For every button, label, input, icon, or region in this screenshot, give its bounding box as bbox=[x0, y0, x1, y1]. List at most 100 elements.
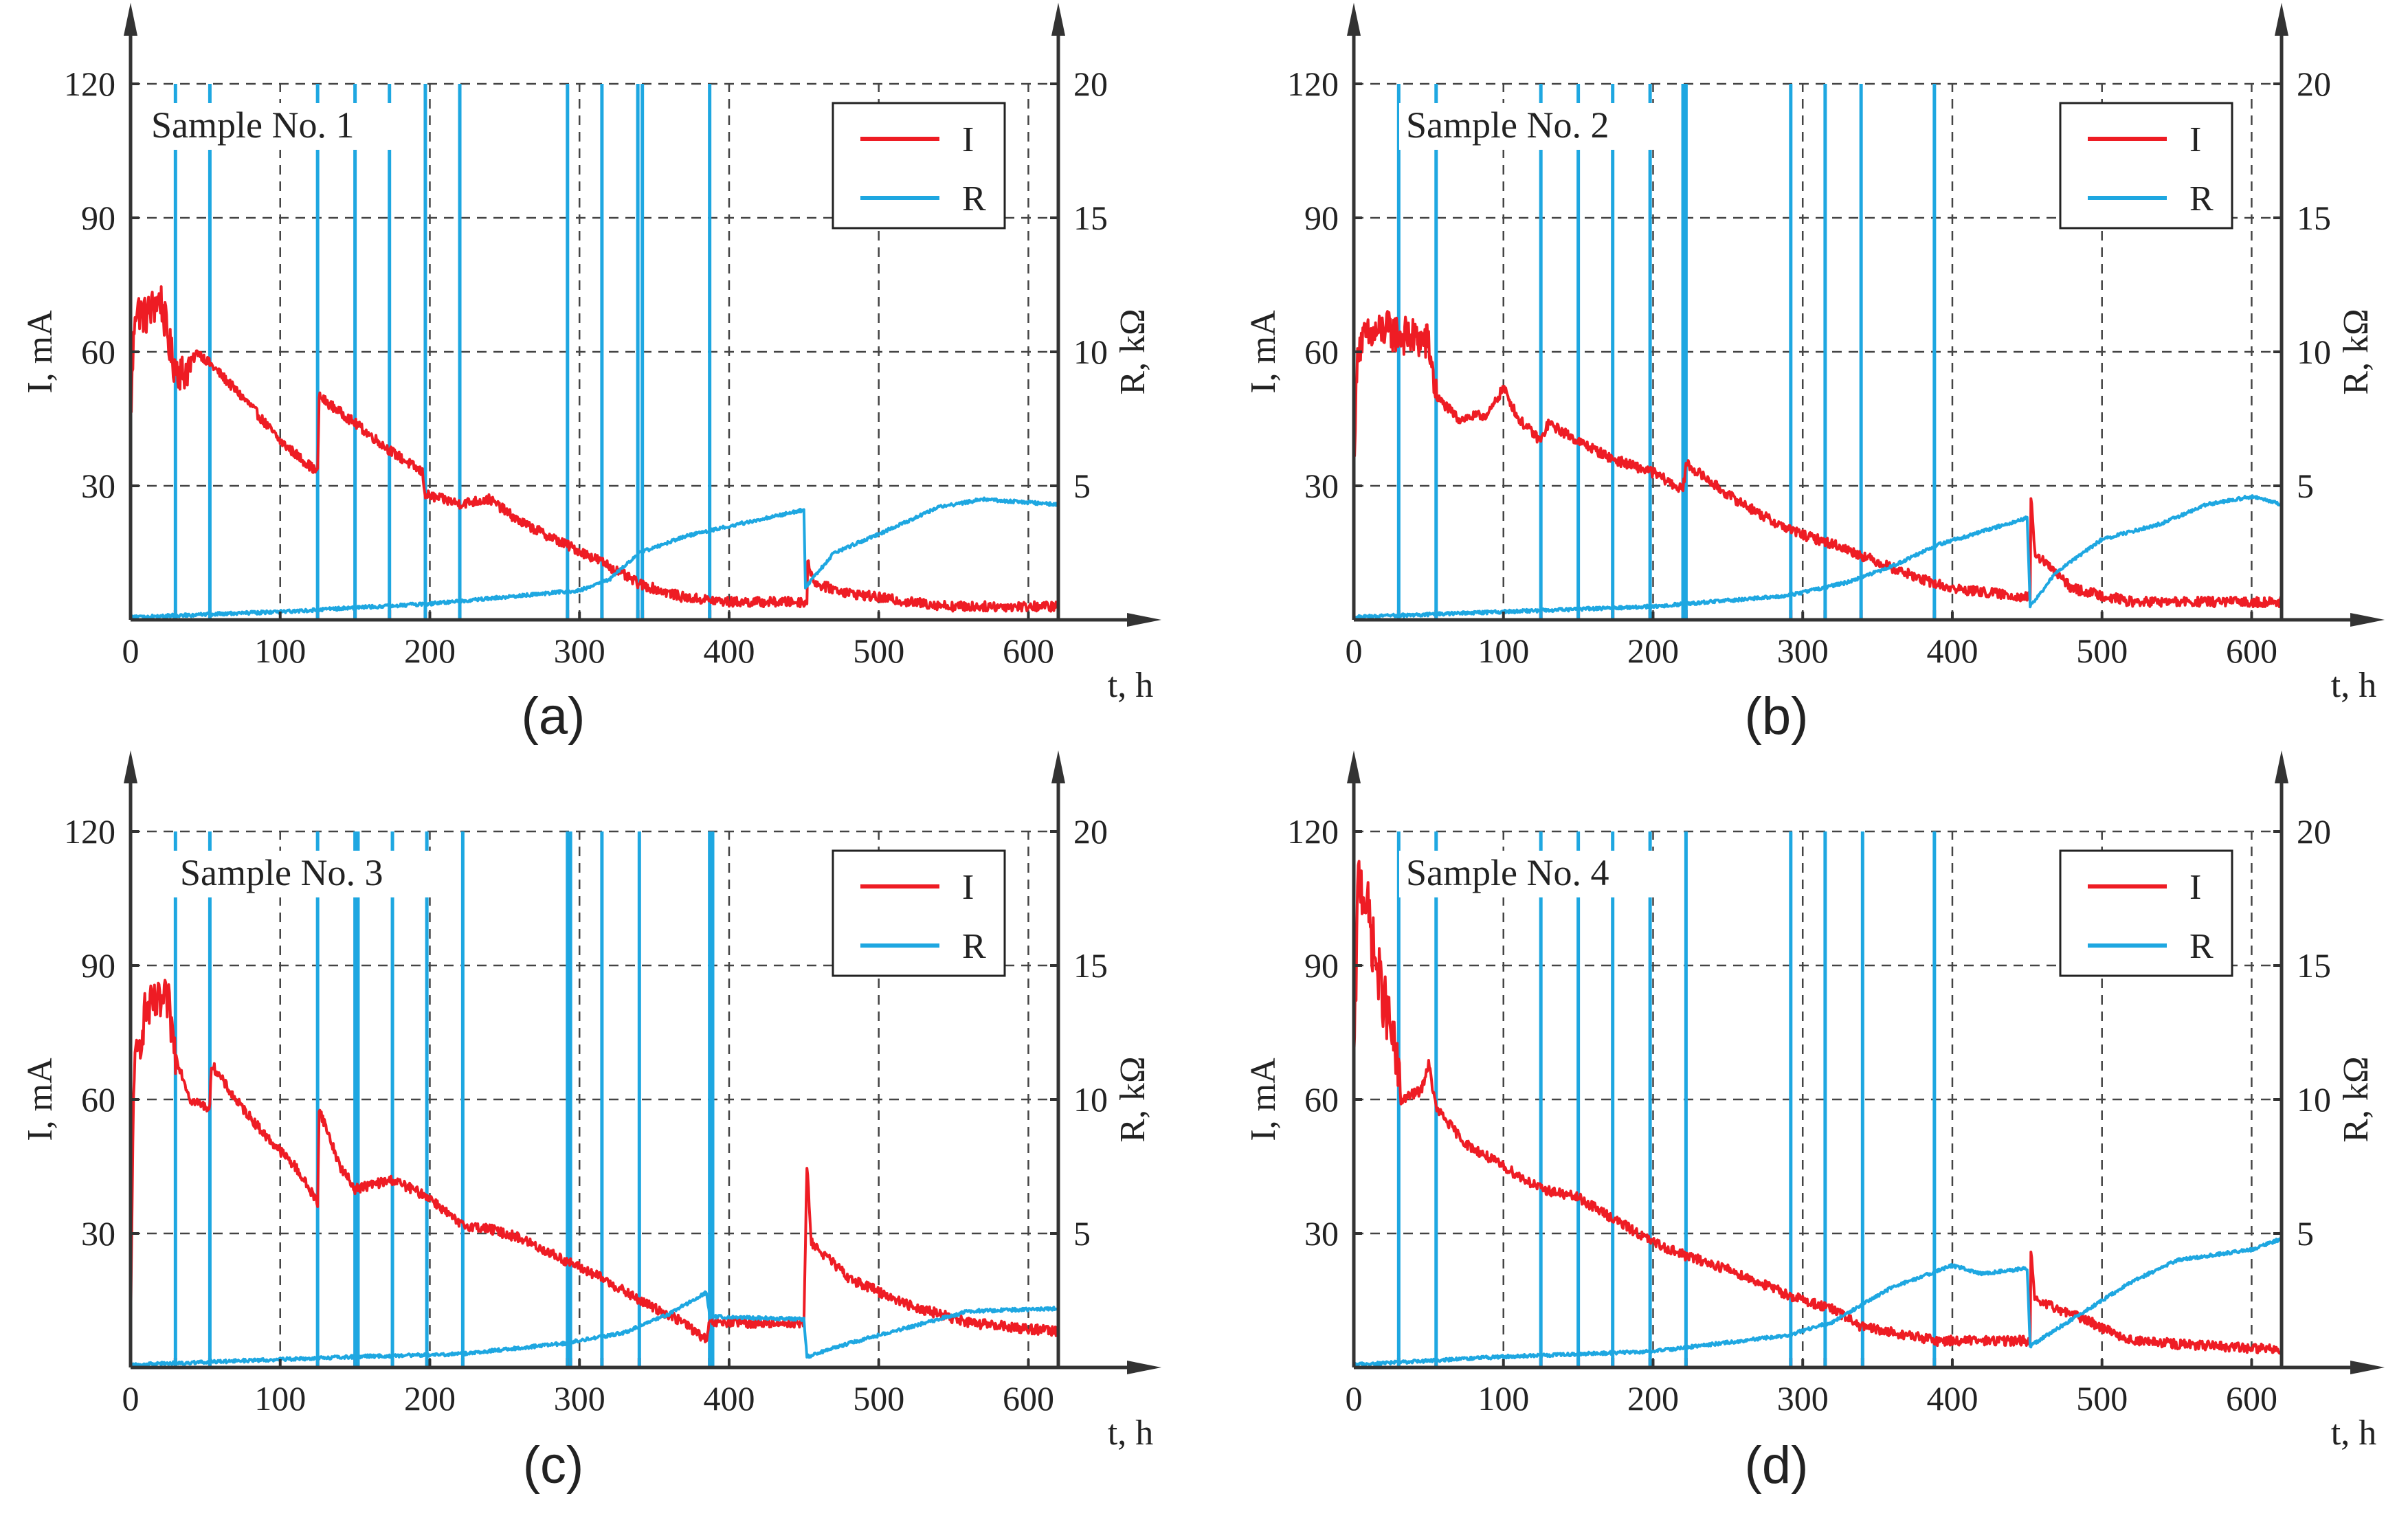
x-axis-label: t, h bbox=[1108, 666, 1153, 705]
x-tick-label: 100 bbox=[1478, 632, 1529, 670]
x-axis-arrow bbox=[1127, 1361, 1161, 1374]
sample-title: Sample No. 3 bbox=[180, 852, 383, 893]
y-right-tick-label: 5 bbox=[1073, 1214, 1091, 1253]
legend-label-current: I bbox=[2189, 120, 2201, 159]
x-tick-label: 400 bbox=[1926, 1379, 1978, 1418]
legend: IR bbox=[832, 102, 1006, 230]
series-resistance-line bbox=[1353, 1236, 2283, 1367]
y-left-tick-label: 120 bbox=[64, 812, 115, 851]
sample-title-box bbox=[1399, 103, 1660, 150]
x-tick-label: 200 bbox=[404, 1379, 456, 1418]
x-tick-label: 100 bbox=[1478, 1379, 1529, 1418]
y-left-axis-label: I, mA bbox=[1244, 1058, 1283, 1141]
y-right-tick-label: 15 bbox=[2297, 199, 2331, 237]
panel-label: (a) bbox=[522, 687, 586, 746]
x-tick-label: 400 bbox=[703, 632, 755, 670]
y-right-axis-label: R, kΩ bbox=[2337, 1056, 2376, 1142]
y-right-axis-label: R, kΩ bbox=[1113, 1056, 1152, 1142]
legend-label-resistance: R bbox=[962, 179, 986, 219]
x-tick-label: 500 bbox=[853, 632, 904, 670]
x-axis-label: t, h bbox=[2331, 1413, 2376, 1453]
y-left-axis-label: I, mA bbox=[21, 1058, 60, 1141]
legend-box bbox=[2059, 849, 2233, 977]
legend: IR bbox=[832, 849, 1006, 977]
y-left-tick-label: 90 bbox=[1304, 946, 1339, 985]
legend-label-resistance: R bbox=[962, 927, 986, 966]
legend-box bbox=[832, 102, 1006, 230]
y-left-tick-label: 120 bbox=[1287, 65, 1339, 103]
y-left-tick-label: 30 bbox=[1304, 1214, 1339, 1253]
y-right-tick-label: 5 bbox=[2297, 467, 2314, 505]
y-right-axis-label: R, kΩ bbox=[1113, 309, 1152, 394]
x-tick-label: 0 bbox=[122, 632, 140, 670]
y-axis-arrow bbox=[1347, 750, 1361, 783]
x-tick-label: 500 bbox=[2076, 1379, 2128, 1418]
legend: IR bbox=[2059, 102, 2233, 230]
y-left-tick-label: 120 bbox=[64, 65, 115, 103]
sample-title: Sample No. 4 bbox=[1406, 852, 1609, 893]
x-tick-label: 600 bbox=[1003, 632, 1054, 670]
y-right-tick-label: 10 bbox=[1073, 333, 1108, 371]
x-tick-label: 300 bbox=[1777, 632, 1829, 670]
y-left-axis-label: I, mA bbox=[1244, 310, 1283, 394]
y-left-tick-label: 90 bbox=[1304, 199, 1339, 237]
x-tick-label: 200 bbox=[1627, 1379, 1679, 1418]
x-tick-label: 300 bbox=[1777, 1379, 1829, 1418]
chart-panel: 010020030040050060030609012051015200I, m… bbox=[1244, 750, 2385, 1495]
y-axis-arrow bbox=[1051, 3, 1065, 36]
y-left-tick-label: 60 bbox=[81, 333, 115, 371]
y-left-tick-label: 90 bbox=[81, 199, 115, 237]
x-tick-label: 200 bbox=[1627, 632, 1679, 670]
panels: 010020030040050060030609012051015200I, m… bbox=[21, 3, 2385, 1495]
x-tick-label: 600 bbox=[1003, 1379, 1054, 1418]
series-current-line bbox=[1352, 310, 2283, 609]
y-right-tick-label: 10 bbox=[1073, 1080, 1108, 1119]
y-axis-arrow bbox=[2275, 3, 2288, 36]
y-axis-arrow bbox=[2275, 750, 2288, 783]
x-axis-arrow bbox=[1127, 613, 1161, 627]
panel-label: (c) bbox=[523, 1436, 584, 1495]
series-resistance-line bbox=[129, 1290, 1060, 1368]
y-right-tick-label: 15 bbox=[1073, 199, 1108, 237]
x-tick-label: 200 bbox=[404, 632, 456, 670]
x-tick-label: 400 bbox=[1926, 632, 1978, 670]
x-axis-label: t, h bbox=[1108, 1413, 1153, 1453]
series-resistance-line bbox=[129, 496, 1060, 621]
legend-label-resistance: R bbox=[2189, 927, 2214, 966]
x-tick-label: 100 bbox=[254, 632, 306, 670]
legend: IR bbox=[2059, 849, 2233, 977]
y-right-tick-label: 5 bbox=[1073, 467, 1091, 505]
series-current-line bbox=[1352, 860, 2283, 1356]
x-tick-label: 100 bbox=[254, 1379, 306, 1418]
legend-label-current: I bbox=[962, 120, 974, 159]
sample-title-box bbox=[144, 103, 405, 150]
y-right-tick-label: 10 bbox=[2297, 333, 2331, 371]
series-current-line bbox=[129, 979, 1060, 1343]
legend-label-current: I bbox=[962, 868, 974, 907]
legend-box bbox=[832, 849, 1006, 977]
x-tick-label: 500 bbox=[853, 1379, 904, 1418]
y-axis-arrow bbox=[124, 3, 137, 36]
y-axis-arrow bbox=[1347, 3, 1361, 36]
y-right-tick-label: 15 bbox=[1073, 946, 1108, 985]
x-axis-arrow bbox=[2350, 1361, 2385, 1374]
series-current-line bbox=[129, 285, 1059, 613]
legend-box bbox=[2059, 102, 2233, 230]
y-axis-arrow bbox=[1051, 750, 1065, 783]
x-tick-label: 600 bbox=[2226, 1379, 2277, 1418]
chart-panel: 010020030040050060030609012051015200I, m… bbox=[21, 3, 1161, 746]
y-right-tick-label: 5 bbox=[2297, 1214, 2314, 1253]
y-left-tick-label: 60 bbox=[1304, 1080, 1339, 1119]
x-tick-label: 0 bbox=[1346, 1379, 1363, 1418]
chart-panel: 010020030040050060030609012051015200I, m… bbox=[21, 750, 1161, 1495]
series-resistance-line bbox=[1352, 494, 2282, 620]
y-left-tick-label: 60 bbox=[81, 1080, 115, 1119]
sample-title: Sample No. 1 bbox=[151, 104, 354, 146]
x-tick-label: 0 bbox=[1346, 632, 1363, 670]
y-left-axis-label: I, mA bbox=[21, 310, 60, 394]
x-tick-label: 400 bbox=[703, 1379, 755, 1418]
legend-label-current: I bbox=[2189, 868, 2201, 907]
y-right-tick-label: 15 bbox=[2297, 946, 2331, 985]
y-left-tick-label: 30 bbox=[81, 1214, 115, 1253]
